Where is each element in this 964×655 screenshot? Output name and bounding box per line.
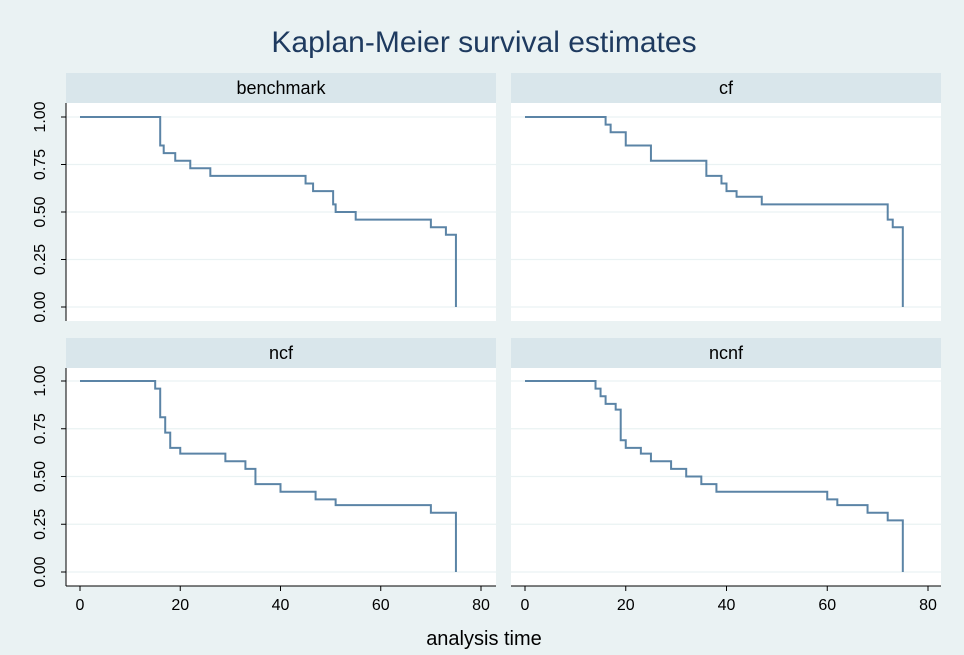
y-tick-label: 0.00	[32, 556, 49, 587]
panel-ncf: ncf 0.00 0.25 0.50 0.75 1.00 0 20 40 60 80	[32, 338, 496, 614]
x-tick-label: 0	[76, 597, 85, 614]
panel-strip	[511, 73, 941, 103]
x-tick-label: 40	[272, 597, 290, 614]
panel-strip-label: cf	[719, 78, 734, 98]
panel-benchmark: benchmark 0.00 0.25 0.50 0.75 1.00	[32, 73, 496, 323]
survival-curve-ncnf	[525, 380, 904, 572]
y-tick-label: 0.75	[32, 413, 49, 444]
x-tick-label: 60	[818, 597, 836, 614]
x-tick-label: 20	[171, 597, 189, 614]
panel-strip-label: ncnf	[709, 343, 744, 363]
x-axis-title: analysis time	[426, 628, 542, 650]
y-tick-label: 0.00	[32, 291, 49, 322]
y-tick-label: 0.50	[32, 461, 49, 492]
survival-curve-ncf	[80, 380, 457, 572]
x-tick-label: 60	[372, 597, 390, 614]
panel-strip	[511, 338, 941, 368]
y-tick-label: 0.75	[32, 149, 49, 180]
panel-cf: cf	[511, 73, 941, 321]
y-tick-label: 0.50	[32, 196, 49, 227]
y-tick-label: 1.00	[32, 365, 49, 396]
x-tick-label: 40	[718, 597, 736, 614]
panels-group: benchmark 0.00 0.25 0.50 0.75 1.00 cf ncf 0.00 0.…	[32, 73, 941, 614]
panel-strip-label: benchmark	[236, 78, 326, 98]
x-tick-label: 80	[919, 597, 937, 614]
panel-strip	[66, 73, 496, 103]
chart-title: Kaplan-Meier survival estimates	[271, 26, 696, 59]
panel-ncnf: ncnf 0 20 40 60 80	[511, 338, 941, 614]
panel-strip-label: ncf	[269, 343, 294, 363]
y-tick-label: 0.25	[32, 509, 49, 540]
panel-strip	[66, 338, 496, 368]
x-tick-label: 0	[521, 597, 530, 614]
y-tick-label: 1.00	[32, 101, 49, 132]
x-tick-label: 20	[617, 597, 635, 614]
survival-curve-cf	[525, 116, 904, 307]
x-tick-label: 80	[472, 597, 490, 614]
y-tick-label: 0.25	[32, 244, 49, 275]
survival-curve-benchmark	[80, 116, 457, 307]
